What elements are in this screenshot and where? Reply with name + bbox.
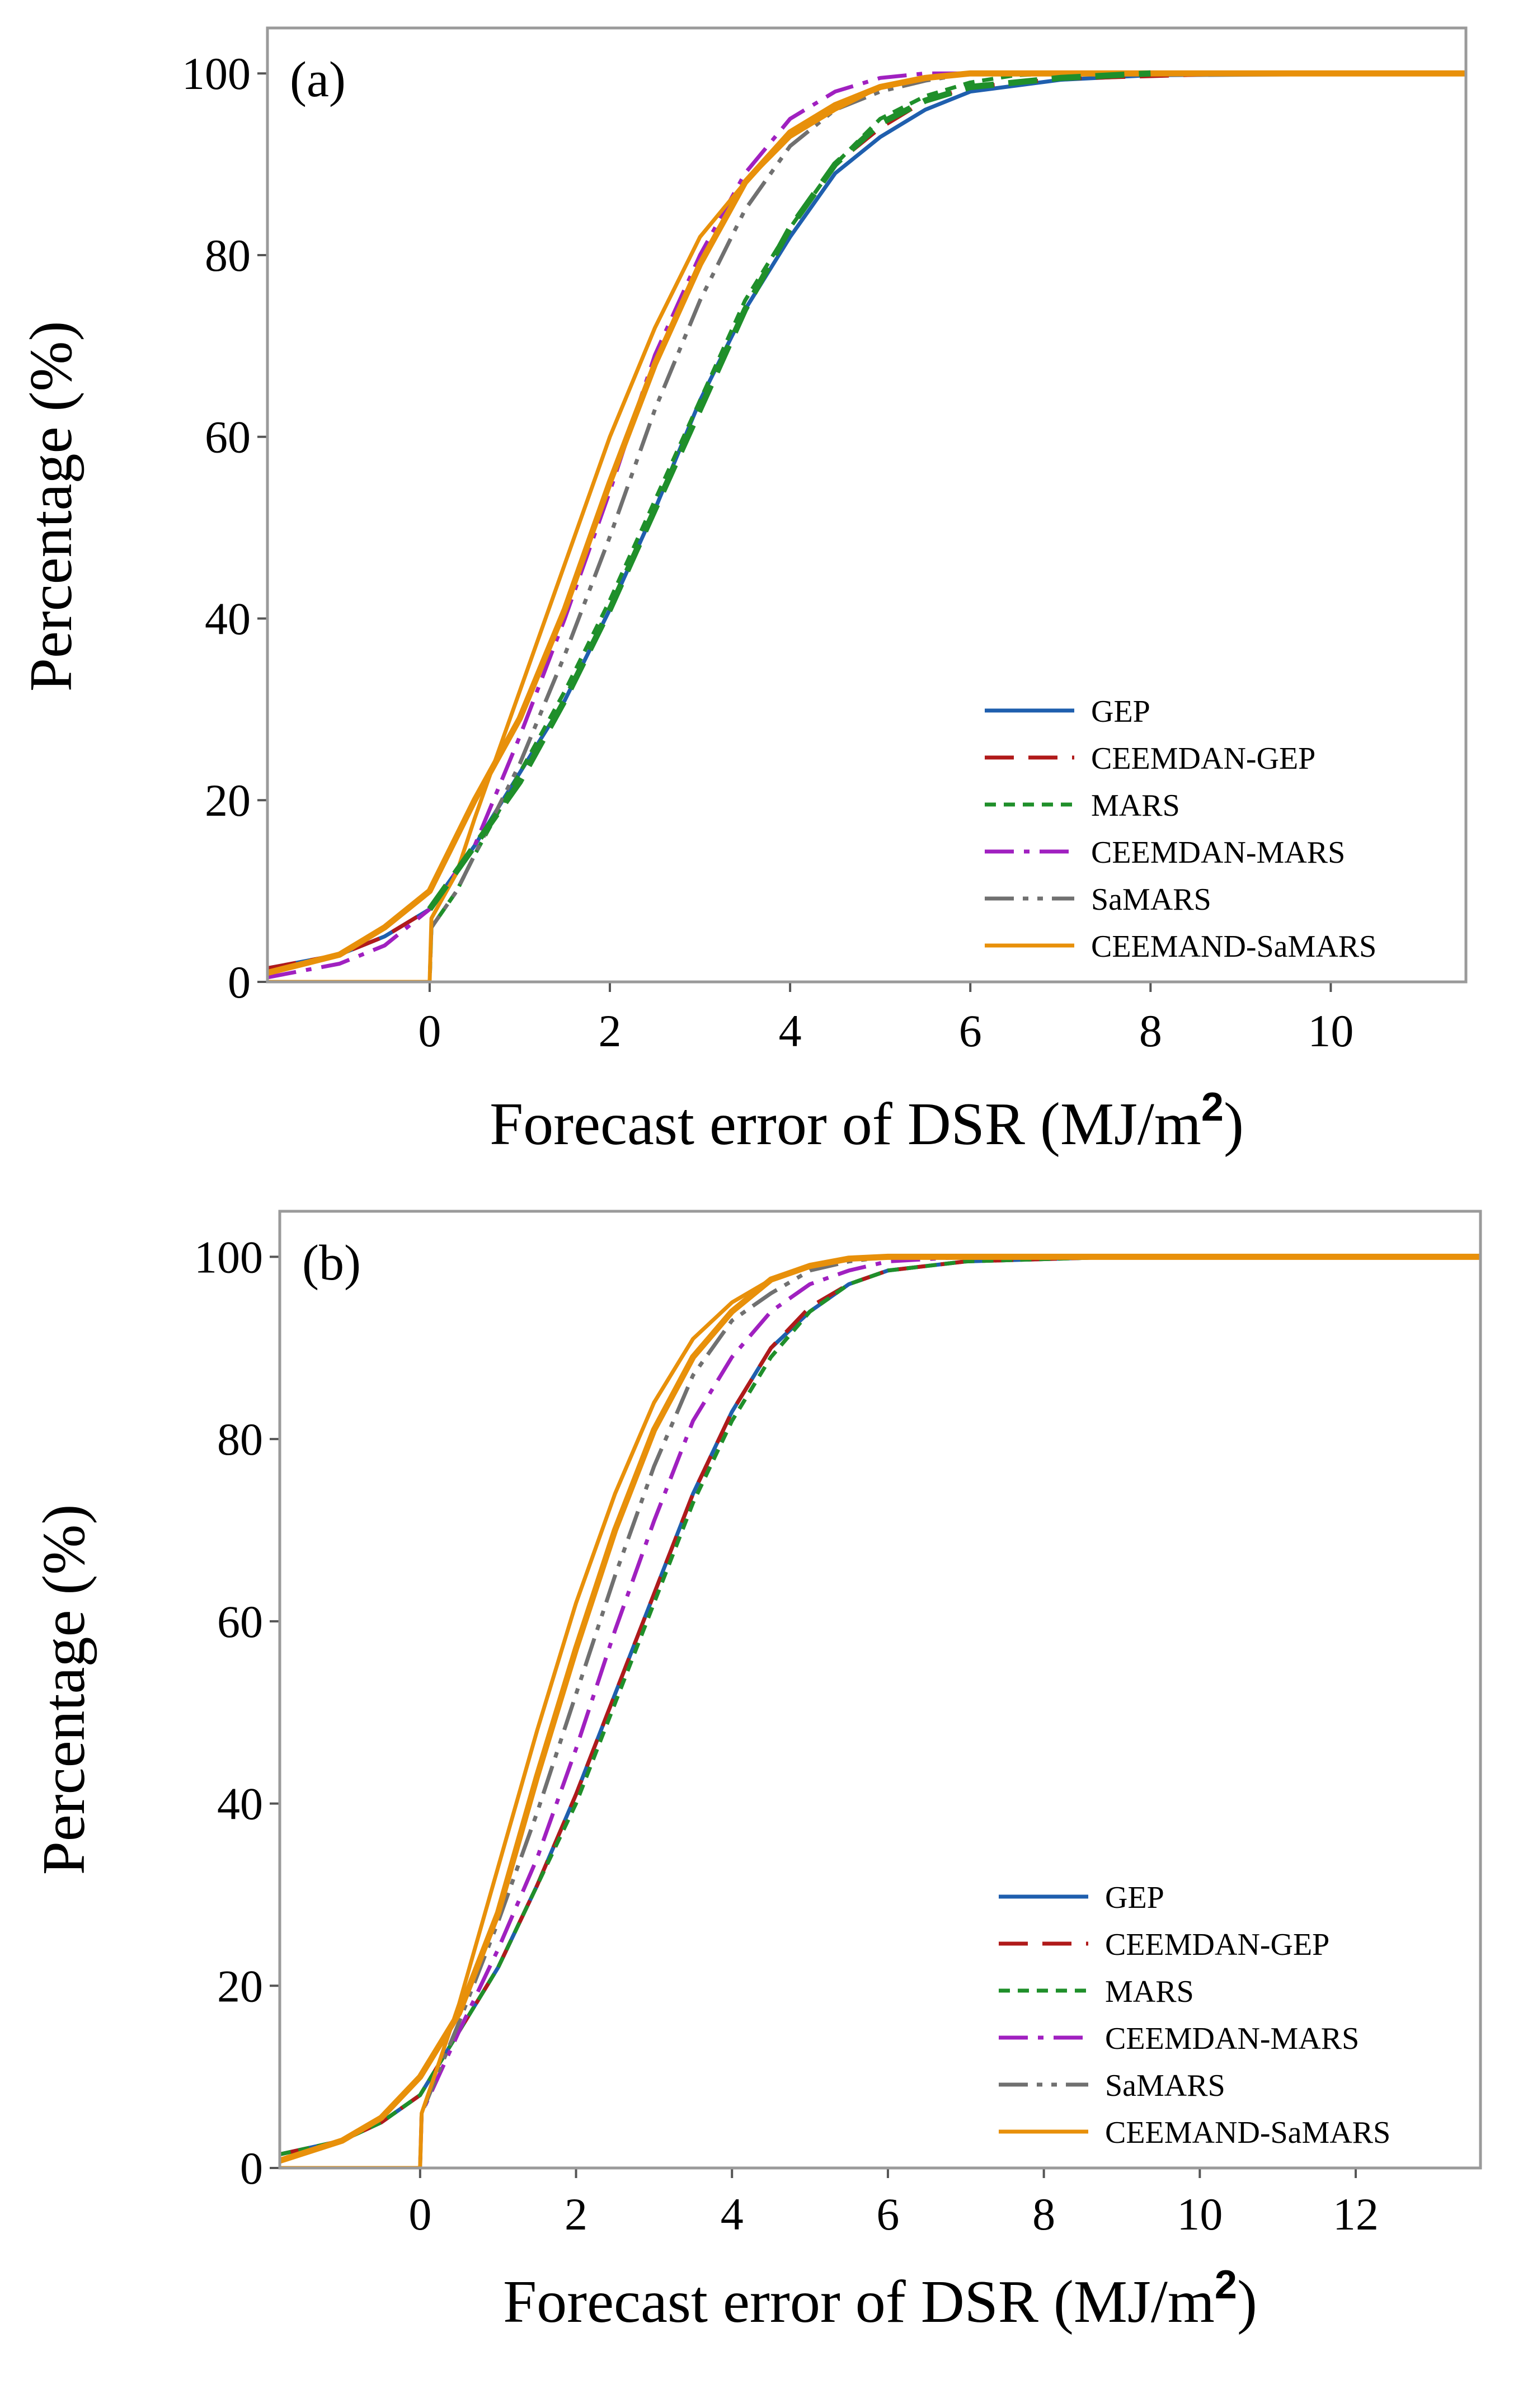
x-axis-label-superscript: 2 <box>1201 1085 1224 1130</box>
legend-label: CEEMDAN-MARS <box>1091 835 1345 870</box>
y-tick-label: 80 <box>217 1414 263 1465</box>
series-line-mars <box>267 71 1466 982</box>
x-tick-label: 6 <box>959 1005 982 1056</box>
legend: GEP CEEMDAN-GEP MARS CEEMDAN-MARS SaMARS CEEM… <box>999 1880 1390 2150</box>
legend-label: SaMARS <box>1105 2068 1225 2103</box>
legend-label: MARS <box>1105 1974 1194 2009</box>
x-tick-label: 2 <box>565 2189 587 2240</box>
legend-label: CEEMDAN-MARS <box>1105 2021 1359 2056</box>
series-line-samars <box>280 1254 1480 2168</box>
x-tick-label: 6 <box>876 2189 899 2240</box>
series-group <box>280 1253 1480 2168</box>
x-tick-label: 0 <box>408 2189 431 2240</box>
y-tick-label: 100 <box>182 48 251 99</box>
y-tick-label: 20 <box>217 1960 263 2011</box>
legend-label: CEEMAND-SaMARS <box>1091 929 1376 964</box>
x-tick-label: 10 <box>1308 1005 1353 1056</box>
y-tick-label: 60 <box>217 1596 263 1647</box>
x-tick-label: 0 <box>418 1005 441 1056</box>
x-tick-label: 2 <box>599 1005 622 1056</box>
x-axis-label: Forecast error of DSR (MJ/m2) <box>503 2263 1257 2335</box>
chart-panel-b: 0 20 40 60 80 100 0 2 4 6 8 10 12 (b) GEP CEEMDAN-GEP MA… <box>31 1210 1482 2335</box>
series-line-mars <box>280 1254 1480 2157</box>
y-tick-label: 0 <box>228 957 251 1008</box>
legend-label: CEEMAND-SaMARS <box>1105 2115 1390 2150</box>
series-group <box>267 70 1466 982</box>
series-line-ceemdan-mars <box>280 1254 1480 2168</box>
y-axis-label: Percentage (%) <box>31 1504 97 1875</box>
x-tick-label: 10 <box>1177 2189 1223 2240</box>
legend-label: CEEMDAN-GEP <box>1091 741 1315 776</box>
series-line-ceemdan-mars <box>267 71 1466 980</box>
y-tick-label: 0 <box>240 2143 263 2194</box>
x-tick-label: 8 <box>1032 2189 1055 2240</box>
x-axis-label-main: Forecast error of DSR (MJ/m <box>503 2269 1215 2335</box>
legend-label: GEP <box>1105 1880 1164 1915</box>
x-tick-label: 8 <box>1139 1005 1162 1056</box>
panel-label: (b) <box>302 1235 361 1291</box>
x-tick-label: 12 <box>1333 2189 1379 2240</box>
series-line-mars-cdf <box>427 70 1151 911</box>
x-axis-label: Forecast error of DSR (MJ/m2) <box>490 1085 1244 1158</box>
y-tick-label: 100 <box>194 1231 263 1282</box>
y-tick-label: 60 <box>205 412 251 463</box>
chart-panel-a: 0 20 40 60 80 100 0 2 4 6 8 10 (a) GEP CEEMDAN-GEP MARS… <box>18 26 1468 1158</box>
legend-label: MARS <box>1091 788 1180 823</box>
legend-label: SaMARS <box>1091 882 1211 917</box>
x-tick-label: 4 <box>721 2189 744 2240</box>
x-axis-label-superscript: 2 <box>1215 2263 1237 2307</box>
plot-frame <box>278 1210 1482 2170</box>
legend-label: GEP <box>1091 694 1150 729</box>
plot-frame <box>266 26 1468 984</box>
legend: GEP CEEMDAN-GEP MARS CEEMDAN-MARS SaMARS CEEM… <box>985 694 1376 964</box>
x-axis-label-close: ) <box>1224 1091 1244 1158</box>
y-tick-label: 40 <box>205 593 251 644</box>
series-line-ceemand-samars-cdf <box>267 70 1466 976</box>
x-axis-label-close: ) <box>1237 2269 1257 2335</box>
y-tick-label: 80 <box>205 230 251 281</box>
y-axis-label: Percentage (%) <box>18 321 84 692</box>
x-axis-label-main: Forecast error of DSR (MJ/m <box>490 1091 1201 1158</box>
x-tick-label: 4 <box>779 1005 802 1056</box>
panel-label: (a) <box>290 52 346 107</box>
y-tick-label: 20 <box>205 775 251 826</box>
y-tick-label: 40 <box>217 1779 263 1829</box>
legend-label: CEEMDAN-GEP <box>1105 1927 1329 1962</box>
series-line-ceemand-samars-cdf <box>280 1253 1480 2164</box>
